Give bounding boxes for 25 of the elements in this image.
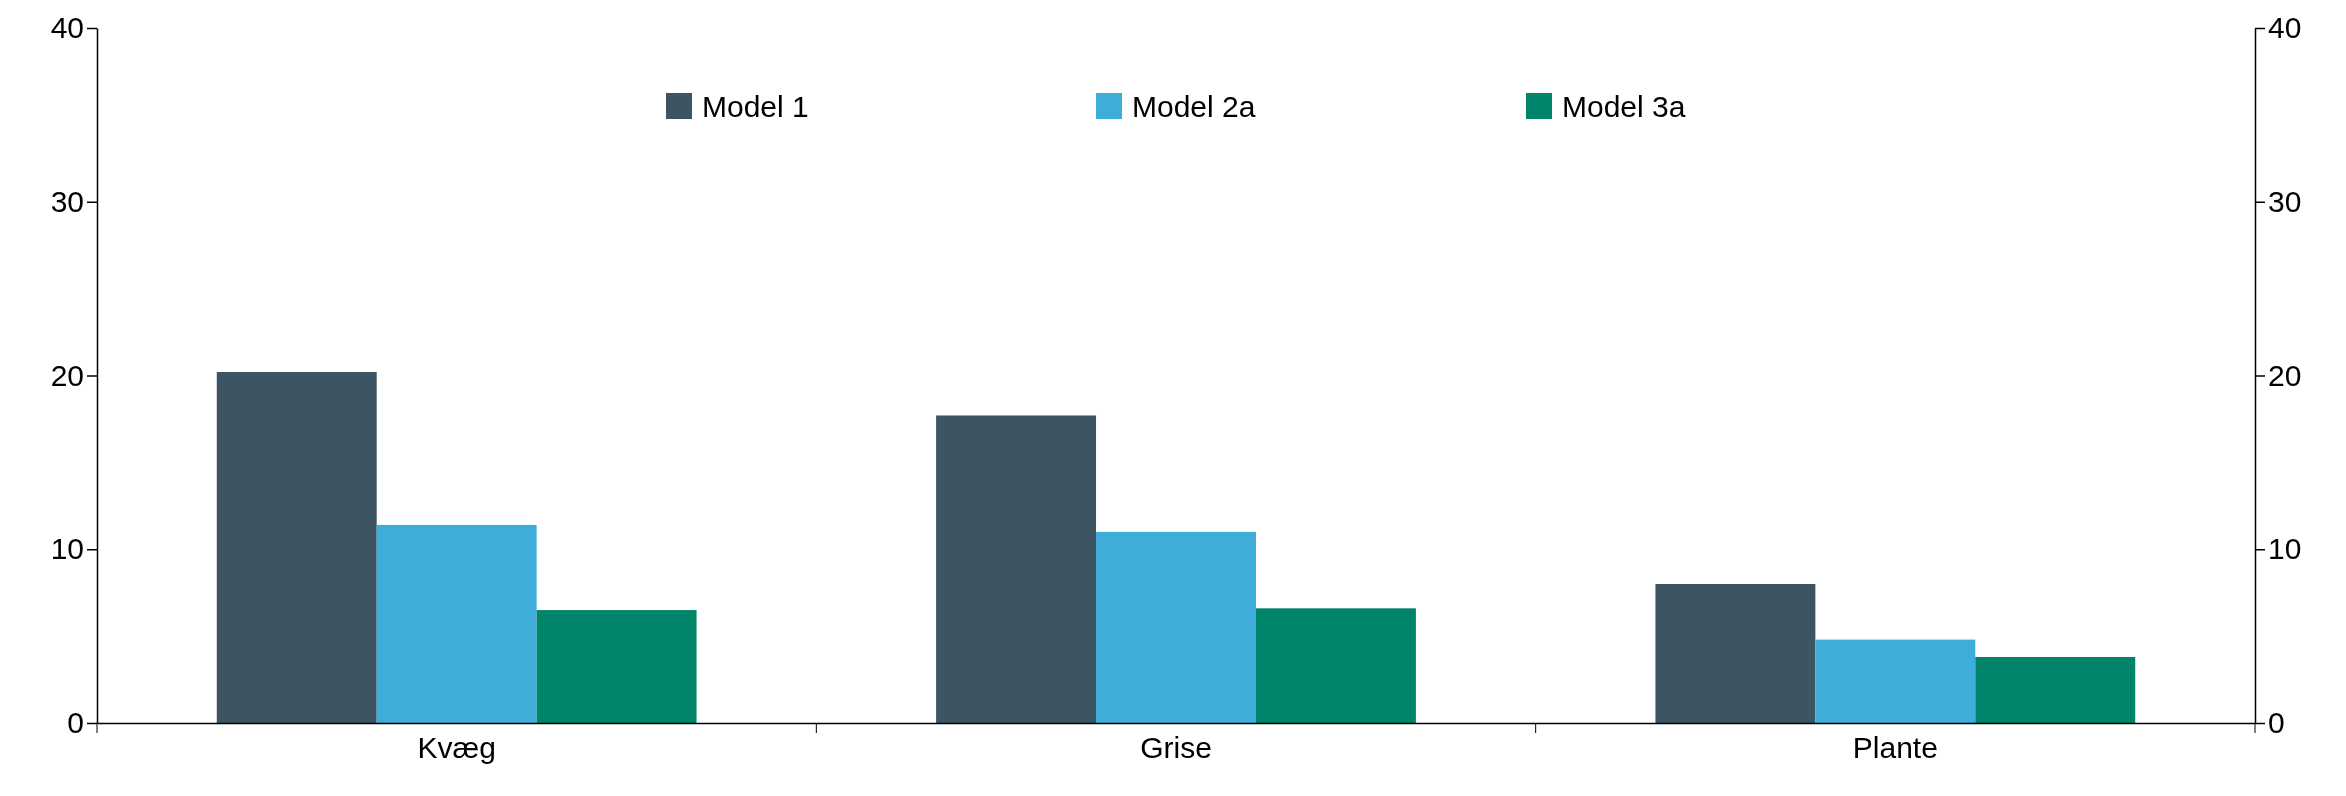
bar — [1655, 584, 1816, 723]
y2-tick-label: 30 — [2268, 184, 2302, 218]
bar — [1975, 656, 2136, 723]
bar — [1815, 639, 1976, 723]
x-tick-label: Grise — [1140, 731, 1212, 765]
y-tick-label: 20 — [50, 358, 84, 392]
y-tick-label: 0 — [67, 706, 84, 740]
y2-tick-label: 10 — [2268, 532, 2302, 566]
bar — [1255, 608, 1416, 723]
bar — [376, 524, 537, 723]
bar — [536, 610, 697, 723]
y-tick-label: 30 — [50, 184, 84, 218]
legend-label: Model 1 — [702, 89, 809, 123]
y2-tick-label: 40 — [2268, 11, 2302, 45]
legend-label: Model 2a — [1132, 89, 1256, 123]
y2-tick-label: 0 — [2268, 706, 2285, 740]
bar — [216, 372, 377, 723]
x-tick-label: Plante — [1852, 731, 1938, 765]
y-tick-label: 40 — [50, 11, 84, 45]
x-tick-label: Kvæg — [417, 731, 496, 765]
y2-tick-label: 20 — [2268, 358, 2302, 392]
legend-label: Model 3a — [1562, 89, 1686, 123]
bar — [936, 415, 1097, 723]
y-tick-label: 10 — [50, 532, 84, 566]
bar — [1096, 531, 1256, 723]
